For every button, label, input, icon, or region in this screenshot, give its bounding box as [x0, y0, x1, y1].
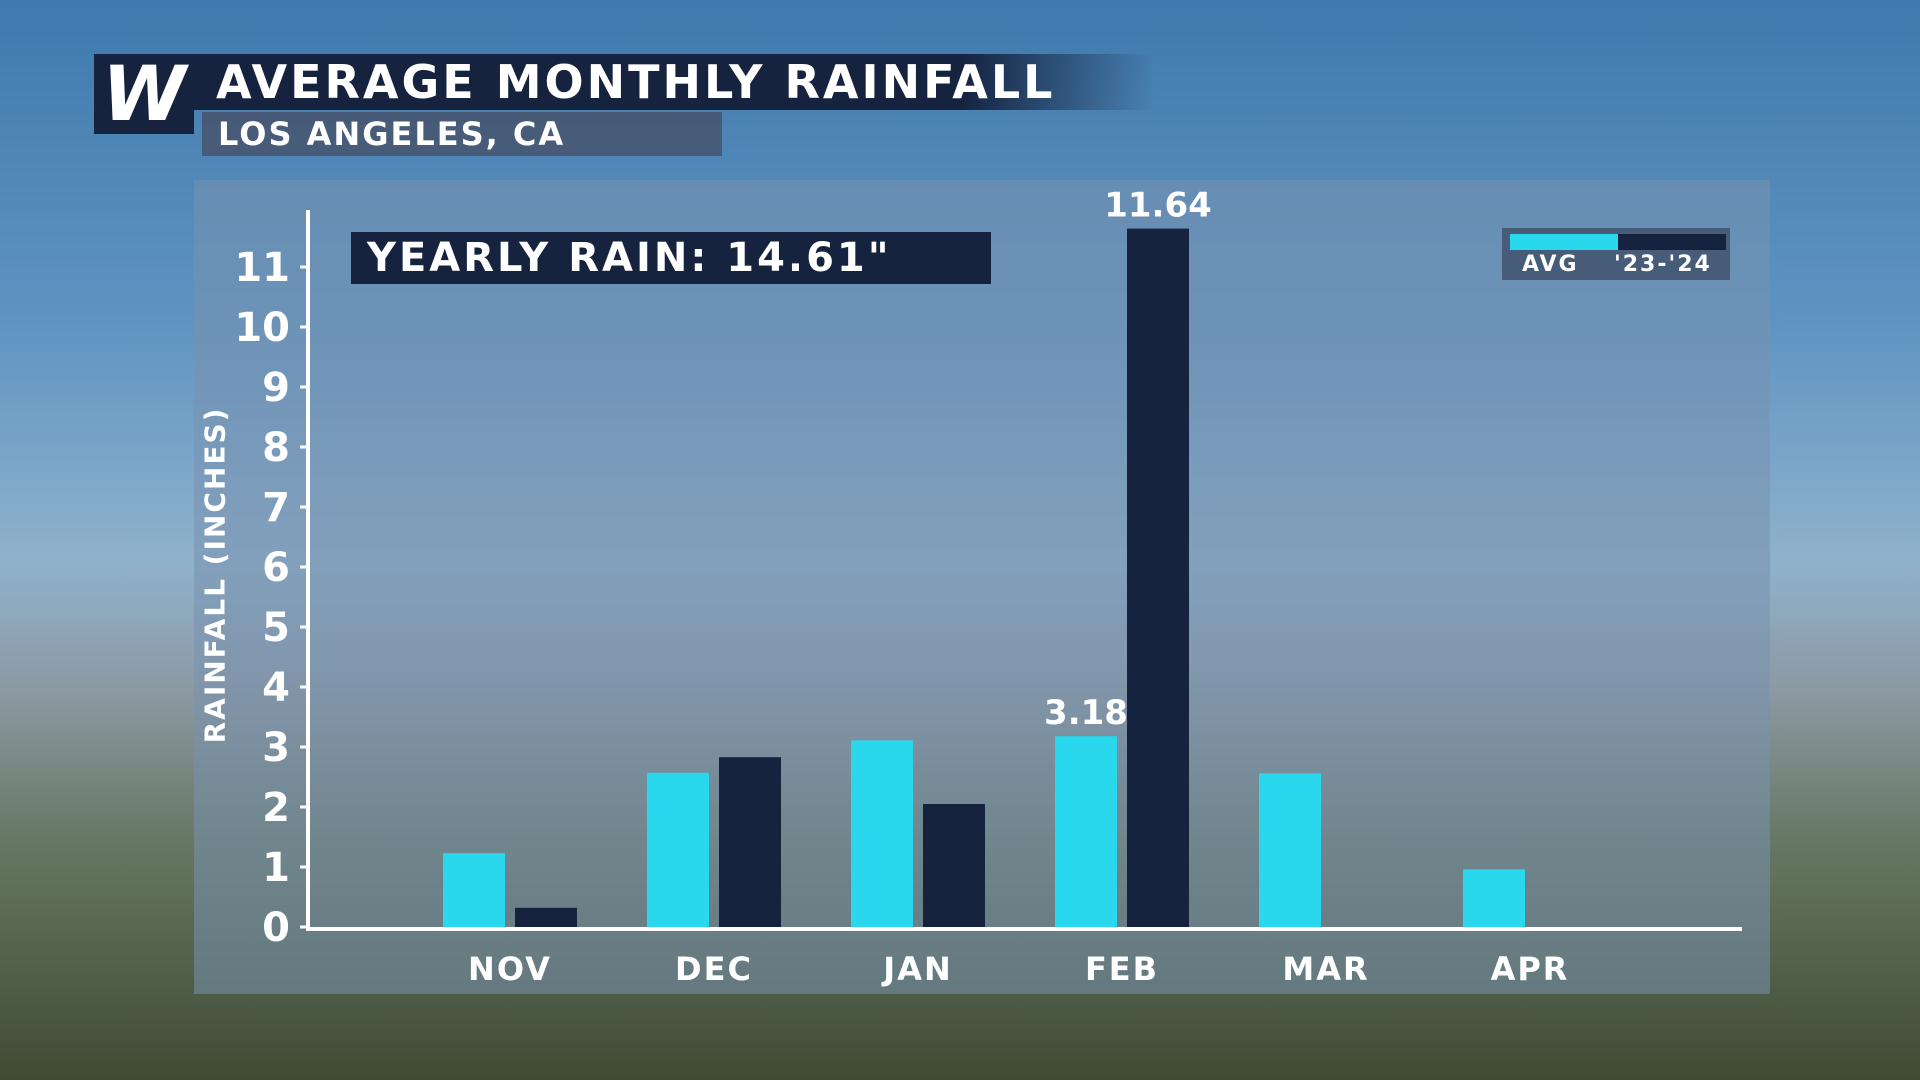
y-tick-label-10: 10	[234, 305, 290, 351]
bar-avg-feb	[1055, 736, 1117, 927]
data-label-feb-current: 11.64	[1104, 186, 1212, 226]
bars-group	[443, 228, 1525, 928]
y-tick-label-11: 11	[234, 245, 290, 291]
logo-letter: W	[102, 54, 189, 134]
y-tick-label-2: 2	[262, 785, 290, 831]
x-tick-label-feb: FEB	[1085, 950, 1159, 988]
bar-current-dec	[719, 757, 781, 927]
x-tick-label-apr: APR	[1491, 950, 1570, 988]
y-tick-label-1: 1	[262, 845, 290, 891]
bar-avg-nov	[443, 853, 505, 927]
bar-current-nov	[515, 907, 577, 927]
bar-avg-dec	[647, 772, 709, 927]
bar-current-jan	[923, 804, 985, 927]
bar-avg-apr	[1463, 869, 1525, 927]
y-tick-label-3: 3	[262, 725, 290, 771]
legend-swatch-current	[1618, 234, 1726, 250]
legend-swatch-avg	[1510, 234, 1618, 250]
x-tick-label-jan: JAN	[881, 950, 952, 988]
y-tick-label-9: 9	[262, 365, 290, 411]
x-tick-label-dec: DEC	[675, 950, 753, 988]
y-tick-label-6: 6	[262, 545, 290, 591]
chart-subtitle: LOS ANGELES, CA	[202, 112, 722, 156]
legend-label-current: '23-'24	[1614, 252, 1712, 277]
bar-current-feb	[1127, 228, 1189, 928]
y-tick-label-8: 8	[262, 425, 290, 471]
y-axis-title-text: RAINFALL (INCHES)	[198, 406, 232, 744]
x-tick-label-mar: MAR	[1282, 950, 1369, 988]
legend-label-avg: AVG	[1522, 252, 1579, 277]
axes-group	[300, 210, 1742, 931]
y-tick-label-0: 0	[262, 905, 290, 951]
bar-avg-mar	[1259, 773, 1321, 927]
x-tick-label-nov: NOV	[468, 950, 552, 988]
y-tick-label-4: 4	[262, 665, 290, 711]
chart-legend: AVG '23-'24	[1502, 228, 1730, 280]
yearly-rain-annotation: YEARLY RAIN: 14.61"	[351, 232, 991, 284]
weather-network-logo: W	[94, 49, 194, 138]
w-logo-icon: W	[102, 49, 189, 138]
y-tick-label-7: 7	[262, 485, 290, 531]
chart-title: AVERAGE MONTHLY RAINFALL	[194, 54, 1154, 110]
data-label-feb-avg: 3.18	[1044, 693, 1128, 733]
bar-avg-jan	[851, 740, 913, 927]
labels-group: NOV DEC JAN FEB MAR APR 0 1 2 3 4 5 6 7 8 9 10 11 3.18 11.6…	[234, 186, 1570, 988]
y-tick-label-5: 5	[262, 605, 290, 651]
